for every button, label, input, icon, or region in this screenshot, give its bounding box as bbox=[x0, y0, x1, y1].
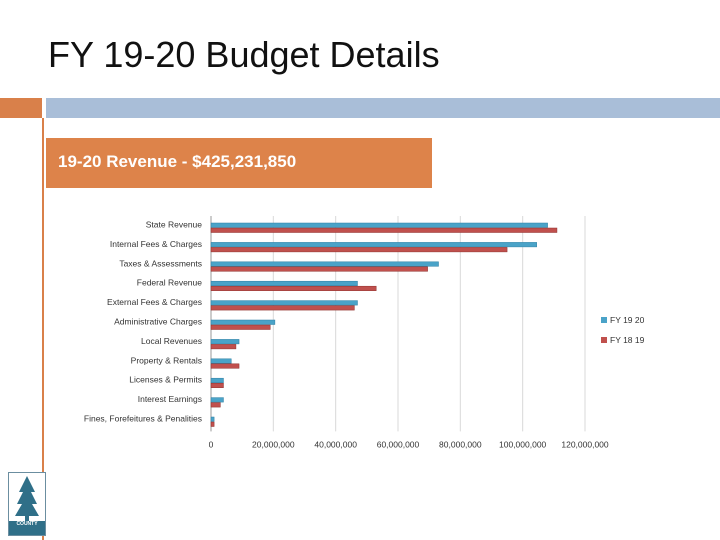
tree-icon bbox=[8, 472, 46, 536]
bar-fy1920 bbox=[210, 358, 232, 364]
bar-fy1920 bbox=[210, 339, 240, 345]
bar-fy1920 bbox=[210, 222, 548, 228]
bar-fy1819 bbox=[210, 421, 215, 427]
bar-fy1819 bbox=[210, 382, 224, 388]
legend-label: FY 18 19 bbox=[610, 335, 645, 345]
bar-fy1819 bbox=[210, 305, 355, 311]
revenue-banner: 19-20 Revenue - $425,231,850 bbox=[46, 138, 432, 188]
x-tick-label: 60,000,000 bbox=[377, 439, 420, 449]
category-label: Interest Earnings bbox=[138, 394, 202, 404]
legend-swatch bbox=[601, 317, 607, 323]
x-tick-label: 100,000,000 bbox=[499, 439, 547, 449]
bar-fy1920 bbox=[210, 319, 276, 325]
bar-fy1920 bbox=[210, 261, 439, 267]
left-accent-rule bbox=[42, 118, 44, 540]
category-label: Federal Revenue bbox=[137, 278, 202, 288]
legend-swatch bbox=[601, 337, 607, 343]
logo-text: COUNTY bbox=[16, 521, 38, 527]
bar-fy1819 bbox=[210, 247, 508, 253]
x-tick-label: 80,000,000 bbox=[439, 439, 482, 449]
category-label: Licenses & Permits bbox=[129, 375, 202, 385]
legend-label: FY 19 20 bbox=[610, 315, 645, 325]
bar-fy1819 bbox=[210, 344, 237, 350]
bar-fy1920 bbox=[210, 377, 224, 383]
x-tick-label: 0 bbox=[209, 439, 214, 449]
category-label: Property & Rentals bbox=[131, 355, 202, 365]
category-label: Internal Fees & Charges bbox=[110, 239, 202, 249]
bar-fy1920 bbox=[210, 416, 215, 422]
bar-fy1819 bbox=[210, 266, 428, 272]
category-label: State Revenue bbox=[146, 220, 203, 230]
x-tick-label: 120,000,000 bbox=[561, 439, 609, 449]
bar-fy1920 bbox=[210, 397, 224, 403]
bar-fy1920 bbox=[210, 242, 537, 248]
bar-fy1819 bbox=[210, 285, 377, 291]
category-label: Administrative Charges bbox=[114, 317, 202, 327]
bar-fy1819 bbox=[210, 227, 558, 233]
page-title: FY 19-20 Budget Details bbox=[48, 34, 440, 75]
category-label: Taxes & Assessments bbox=[119, 258, 202, 268]
bar-fy1819 bbox=[210, 363, 240, 369]
accent-bar-orange bbox=[0, 98, 42, 118]
x-tick-label: 40,000,000 bbox=[314, 439, 357, 449]
bar-fy1819 bbox=[210, 324, 271, 330]
category-label: Fines, Forefeitures & Penalities bbox=[84, 414, 202, 424]
category-label: Local Revenues bbox=[141, 336, 202, 346]
bar-fy1819 bbox=[210, 402, 221, 408]
category-label: External Fees & Charges bbox=[107, 297, 202, 307]
x-tick-label: 20,000,000 bbox=[252, 439, 295, 449]
bar-fy1920 bbox=[210, 280, 358, 286]
bar-fy1920 bbox=[210, 300, 358, 306]
accent-bar-blue bbox=[46, 98, 720, 118]
